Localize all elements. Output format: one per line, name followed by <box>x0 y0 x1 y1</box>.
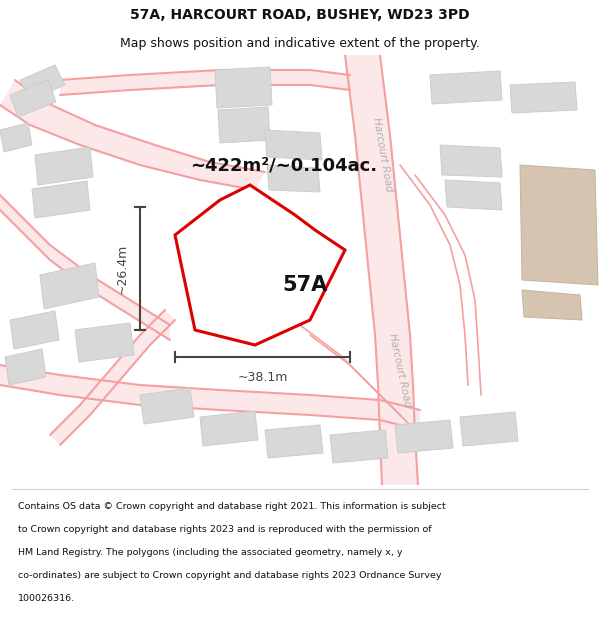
Text: Map shows position and indicative extent of the property.: Map shows position and indicative extent… <box>120 38 480 51</box>
Polygon shape <box>218 107 270 143</box>
Polygon shape <box>510 82 577 113</box>
Polygon shape <box>0 195 170 340</box>
Polygon shape <box>175 185 345 345</box>
Polygon shape <box>75 323 134 362</box>
Polygon shape <box>330 430 388 463</box>
Polygon shape <box>445 180 502 210</box>
Polygon shape <box>10 311 59 349</box>
Polygon shape <box>0 365 420 430</box>
Polygon shape <box>215 67 272 108</box>
Text: ~26.4m: ~26.4m <box>115 243 128 294</box>
Polygon shape <box>265 425 323 458</box>
Text: Harcourt Road: Harcourt Road <box>371 117 394 193</box>
Text: ~38.1m: ~38.1m <box>238 371 287 384</box>
Polygon shape <box>430 71 502 104</box>
Polygon shape <box>32 181 90 218</box>
Polygon shape <box>0 123 32 152</box>
Polygon shape <box>460 412 518 446</box>
Text: ~422m²/~0.104ac.: ~422m²/~0.104ac. <box>190 156 377 174</box>
Polygon shape <box>5 349 46 385</box>
Text: 57A, HARCOURT ROAD, BUSHEY, WD23 3PD: 57A, HARCOURT ROAD, BUSHEY, WD23 3PD <box>130 8 470 22</box>
Polygon shape <box>345 55 418 485</box>
Polygon shape <box>200 411 258 446</box>
Polygon shape <box>140 388 194 424</box>
Polygon shape <box>520 165 598 285</box>
Polygon shape <box>20 65 65 100</box>
Polygon shape <box>50 310 175 445</box>
Polygon shape <box>265 130 322 160</box>
Text: Harcourt Road: Harcourt Road <box>387 332 413 408</box>
Text: Contains OS data © Crown copyright and database right 2021. This information is : Contains OS data © Crown copyright and d… <box>18 502 446 511</box>
Polygon shape <box>10 80 56 117</box>
Text: 57A: 57A <box>283 275 328 295</box>
Text: to Crown copyright and database rights 2023 and is reproduced with the permissio: to Crown copyright and database rights 2… <box>18 525 431 534</box>
Text: 100026316.: 100026316. <box>18 594 75 603</box>
Polygon shape <box>440 145 502 177</box>
Polygon shape <box>35 147 93 185</box>
Polygon shape <box>395 420 453 453</box>
Polygon shape <box>267 165 320 192</box>
Text: HM Land Registry. The polygons (including the associated geometry, namely x, y: HM Land Registry. The polygons (includin… <box>18 548 403 557</box>
Polygon shape <box>522 290 582 320</box>
Polygon shape <box>60 70 350 95</box>
Polygon shape <box>40 263 99 309</box>
Text: co-ordinates) are subject to Crown copyright and database rights 2023 Ordnance S: co-ordinates) are subject to Crown copyr… <box>18 571 442 580</box>
Polygon shape <box>0 80 265 190</box>
